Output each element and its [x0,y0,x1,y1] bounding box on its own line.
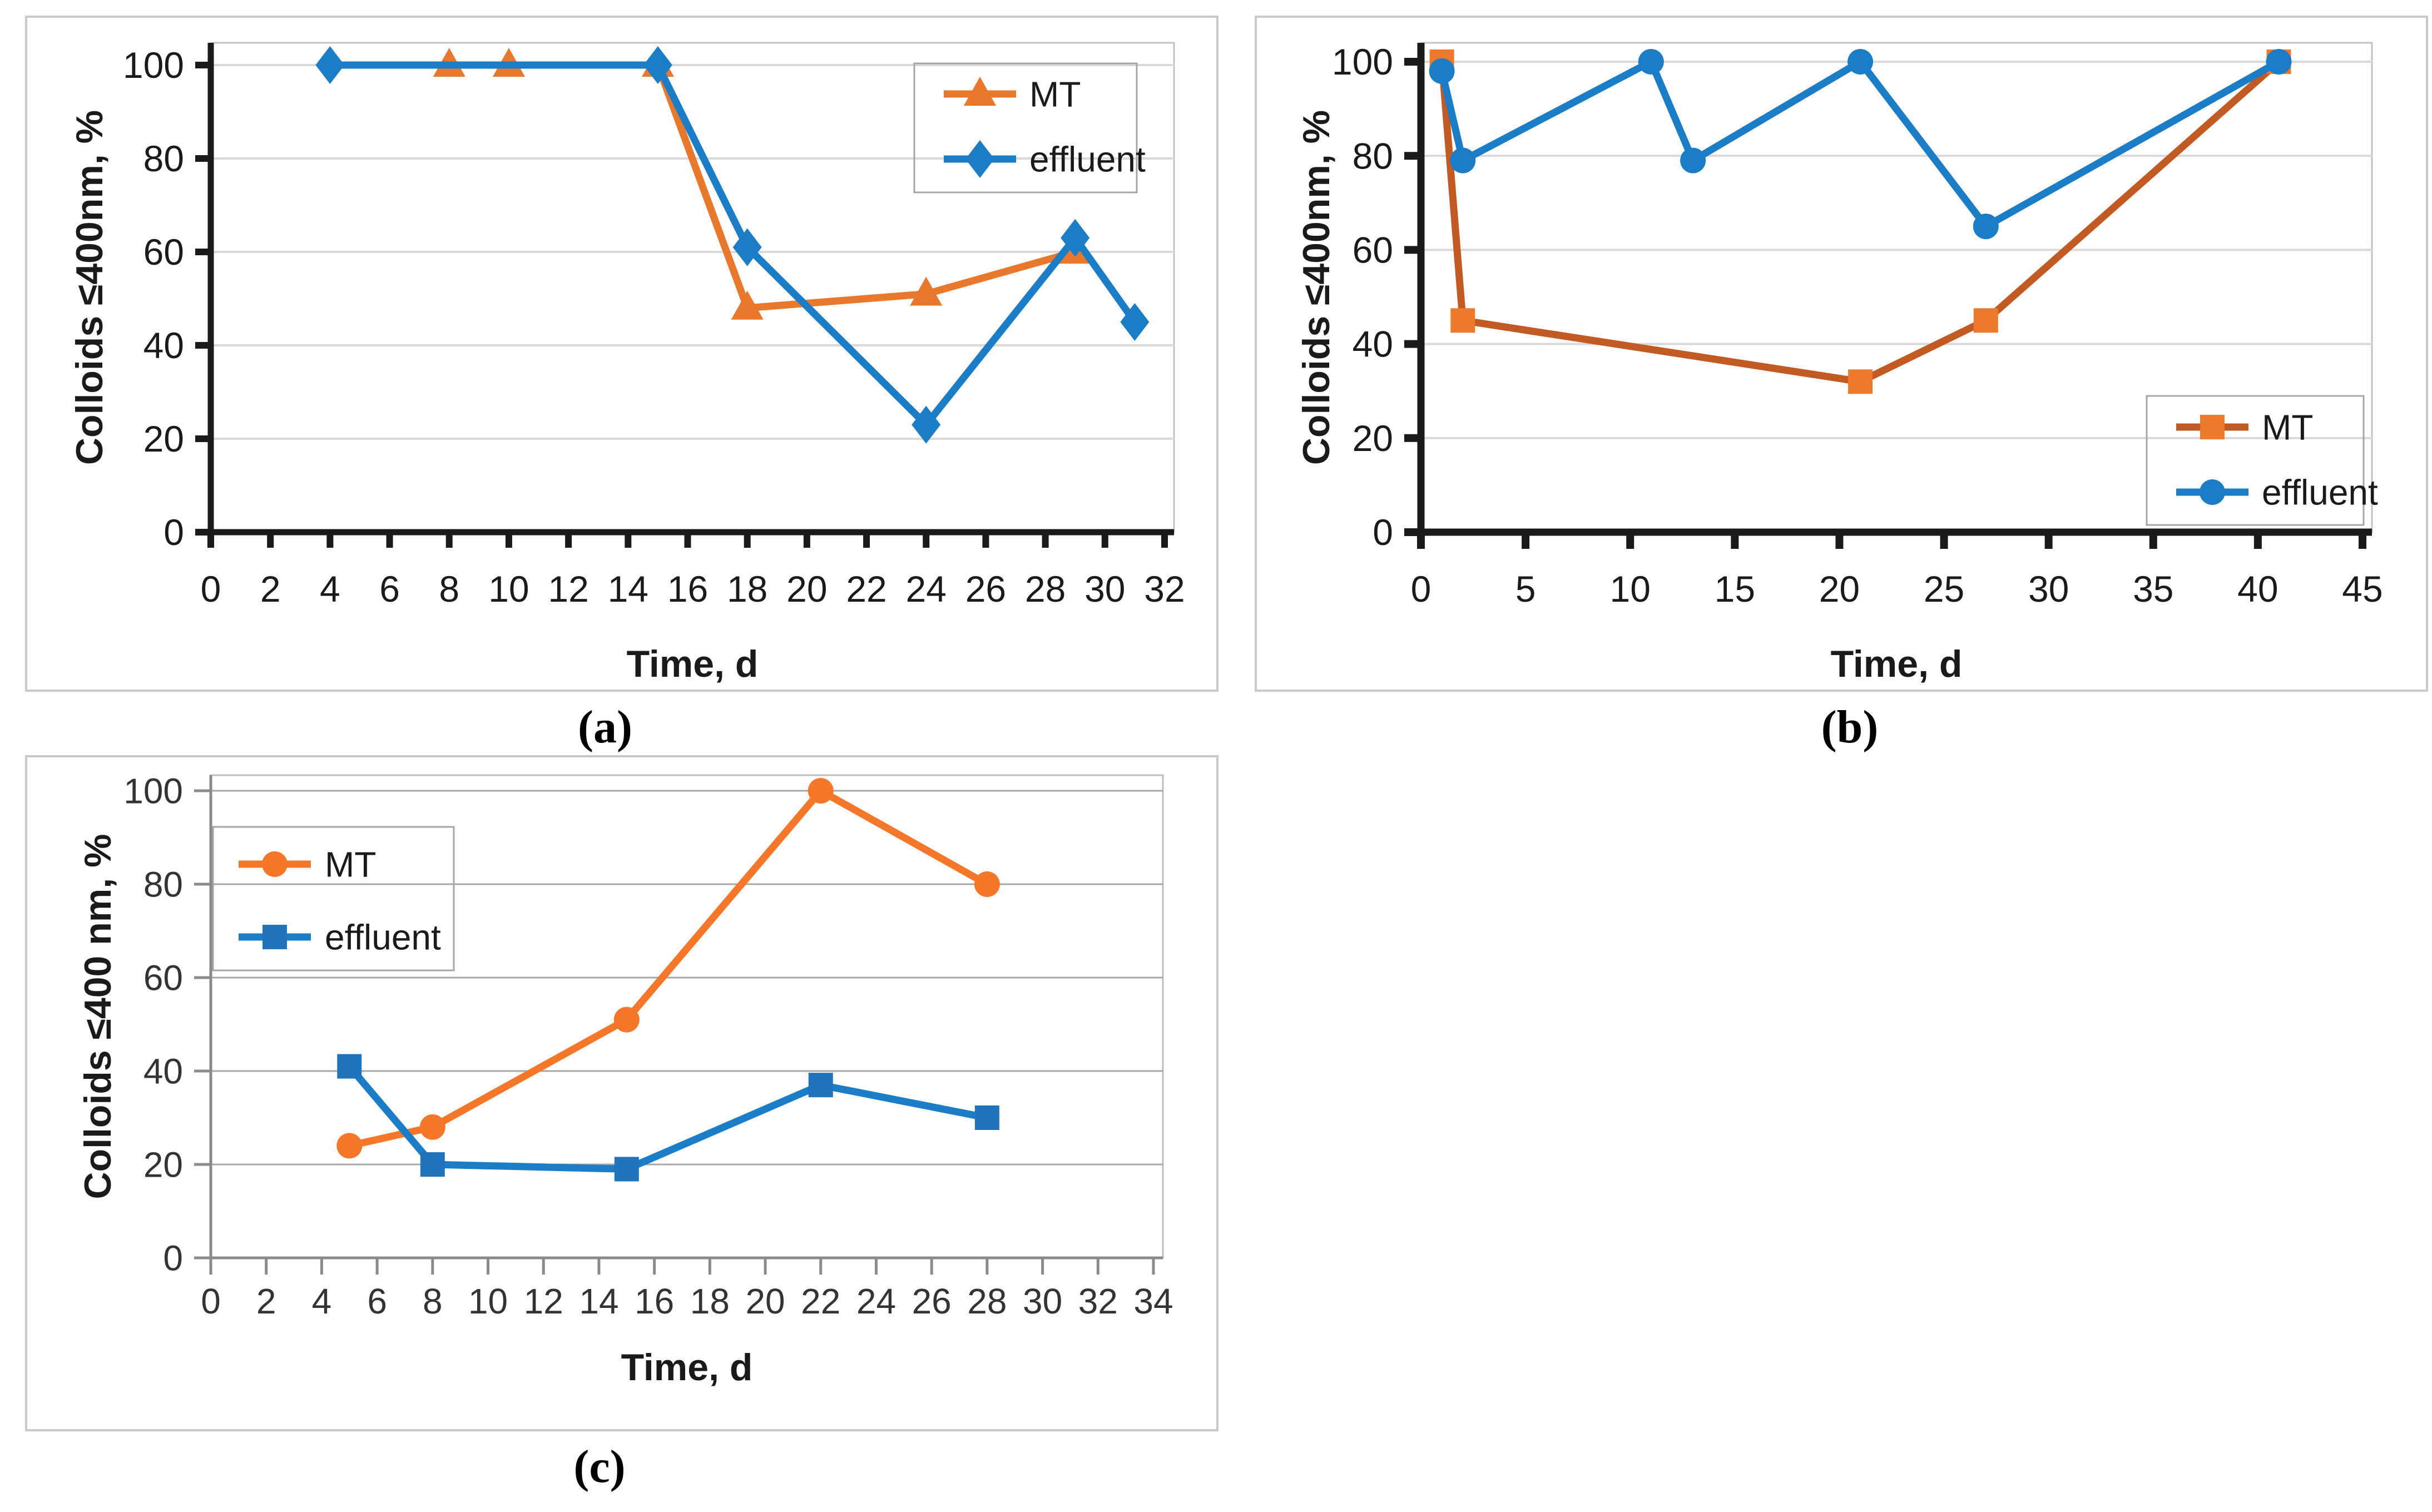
svg-text:Time, d: Time, d [1831,643,1963,685]
svg-text:20: 20 [1353,418,1393,459]
svg-text:8: 8 [423,1281,443,1321]
svg-text:30: 30 [2028,568,2069,609]
svg-text:0: 0 [164,512,184,553]
svg-text:effluent: effluent [325,917,441,957]
svg-text:8: 8 [439,568,459,609]
caption-b: (b) [1821,701,1879,753]
svg-text:12: 12 [524,1281,563,1321]
svg-text:6: 6 [379,568,400,609]
svg-text:30: 30 [1084,568,1125,609]
svg-text:40: 40 [1353,324,1393,365]
svg-text:14: 14 [608,568,648,609]
svg-text:80: 80 [143,138,184,179]
svg-text:0: 0 [201,1281,221,1321]
chart-panel-b: 0 20 40 60 80 100 0 5 10 15 20 25 30 35 40 45 Time, d Col… [1255,16,2428,692]
svg-text:6: 6 [367,1281,387,1321]
svg-text:20: 20 [143,1144,183,1184]
svg-text:32: 32 [1144,568,1185,609]
svg-text:40: 40 [143,325,184,366]
svg-text:60: 60 [143,231,184,272]
svg-text:10: 10 [468,1281,508,1321]
svg-text:80: 80 [143,864,183,904]
chart-panel-a: 0 20 40 60 80 100 0 2 4 6 8 10 12 14 16 18 20 22 24 26 28 30 3… [25,16,1219,692]
svg-text:40: 40 [143,1051,183,1091]
svg-text:22: 22 [801,1281,840,1321]
svg-text:Time, d: Time, d [621,1346,753,1389]
svg-text:MT: MT [325,844,376,884]
svg-text:4: 4 [312,1281,332,1321]
svg-text:2: 2 [260,568,281,609]
svg-text:30: 30 [1023,1281,1062,1321]
svg-text:60: 60 [143,958,183,998]
svg-text:16: 16 [667,568,708,609]
svg-text:0: 0 [201,568,221,609]
svg-text:26: 26 [965,568,1006,609]
svg-text:4: 4 [320,568,340,609]
svg-text:effluent: effluent [1029,139,1146,179]
svg-text:18: 18 [727,568,767,609]
svg-text:28: 28 [1025,568,1066,609]
svg-text:2: 2 [256,1281,276,1321]
svg-text:100: 100 [123,771,183,811]
svg-text:10: 10 [1610,568,1651,609]
svg-text:45: 45 [2342,568,2383,609]
chart-panel-c: 0 20 40 60 80 100 0 2 4 6 8 10 12 14 16 18 20 22 24 26 28 30 3… [25,755,1219,1431]
svg-text:40: 40 [2237,568,2278,609]
svg-text:Colloids ≤400nm, %: Colloids ≤400nm, % [68,110,111,465]
svg-text:20: 20 [1819,568,1860,609]
svg-text:24: 24 [856,1281,896,1321]
svg-text:12: 12 [548,568,588,609]
svg-text:34: 34 [1133,1281,1173,1321]
svg-text:0: 0 [163,1238,183,1278]
svg-text:MT: MT [2262,407,2313,447]
svg-text:25: 25 [1924,568,1964,609]
svg-text:14: 14 [579,1281,618,1321]
svg-text:22: 22 [846,568,886,609]
svg-text:80: 80 [1353,135,1393,176]
svg-text:26: 26 [912,1281,952,1321]
svg-text:60: 60 [1353,230,1393,271]
svg-text:15: 15 [1715,568,1755,609]
svg-text:MT: MT [1029,74,1081,114]
svg-text:24: 24 [906,568,947,609]
svg-text:100: 100 [1332,41,1393,82]
svg-text:18: 18 [690,1281,730,1321]
svg-text:Colloids ≤400nm, %: Colloids ≤400nm, % [1295,110,1338,465]
svg-text:35: 35 [2133,568,2173,609]
svg-text:Colloids ≤400 nm, %: Colloids ≤400 nm, % [77,834,119,1199]
caption-a: (a) [578,701,632,753]
svg-text:0: 0 [1411,568,1432,609]
svg-text:28: 28 [967,1281,1007,1321]
svg-text:0: 0 [1373,512,1393,553]
svg-text:20: 20 [786,568,827,609]
svg-text:10: 10 [488,568,529,609]
svg-text:5: 5 [1515,568,1536,609]
svg-text:20: 20 [745,1281,785,1321]
svg-text:100: 100 [123,44,184,86]
caption-c: (c) [573,1441,626,1493]
svg-text:32: 32 [1078,1281,1118,1321]
line-chart-b: 0 20 40 60 80 100 0 5 10 15 20 25 30 35 40 45 Time, d Col… [1295,41,2383,685]
svg-text:20: 20 [143,418,184,459]
svg-text:16: 16 [635,1281,674,1321]
svg-text:effluent: effluent [2262,472,2378,512]
svg-text:Time, d: Time, d [627,643,759,685]
